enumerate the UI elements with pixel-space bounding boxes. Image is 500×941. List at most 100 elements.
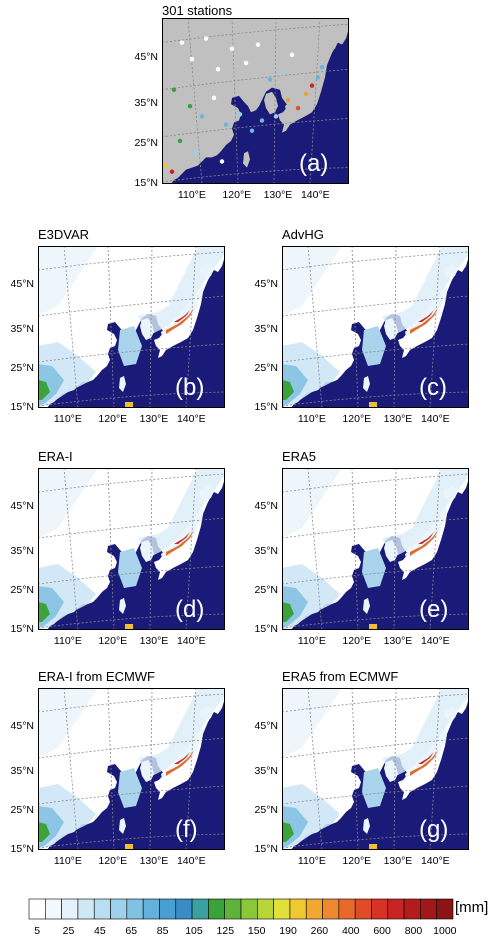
station-dot bbox=[219, 159, 225, 164]
latitude-label: 15°N bbox=[254, 843, 278, 855]
latitude-label: 45°N bbox=[254, 277, 278, 290]
colorbar-tick-label: 190 bbox=[279, 925, 297, 937]
colorbar-cell bbox=[403, 898, 421, 920]
latitude-label: 35°N bbox=[134, 97, 158, 110]
longitude-label: 120°E bbox=[98, 413, 128, 425]
panel-title: AdvHG bbox=[282, 227, 324, 242]
longitude-label: 130°E bbox=[383, 855, 413, 867]
colorbar-cell bbox=[420, 898, 437, 920]
panel-title: E3DVAR bbox=[38, 227, 90, 242]
station-dot bbox=[295, 105, 301, 111]
station-dot bbox=[309, 83, 315, 88]
latitude-label: 45°N bbox=[10, 719, 34, 732]
colorbar-cell bbox=[208, 898, 225, 920]
station-dot bbox=[315, 75, 321, 80]
station-dot bbox=[171, 87, 177, 92]
longitude-label: 120°E bbox=[98, 855, 128, 867]
colorbar-cell bbox=[191, 898, 209, 920]
colorbar-cell bbox=[240, 898, 258, 920]
latitude-label: 15°N bbox=[134, 177, 158, 189]
latitude-label: 25°N bbox=[10, 584, 34, 597]
colorbar-cell bbox=[175, 898, 193, 920]
latitude-label: 15°N bbox=[254, 623, 278, 635]
map-plot bbox=[282, 246, 469, 408]
map-plot bbox=[282, 688, 469, 850]
map-plot bbox=[38, 468, 225, 630]
longitude-label: 110°E bbox=[53, 855, 82, 867]
longitude-label: 140°E bbox=[420, 855, 450, 867]
panel-letter: (c) bbox=[419, 374, 447, 401]
colorbar-tick-label: 600 bbox=[373, 925, 391, 937]
station-dot bbox=[163, 163, 169, 168]
colorbar-tick-label: 65 bbox=[125, 925, 138, 937]
longitude-label: 130°E bbox=[263, 189, 293, 201]
longitude-label: 110°E bbox=[177, 189, 206, 201]
panel-title: ERA-I bbox=[38, 449, 73, 464]
colorbar-cell bbox=[257, 898, 274, 920]
colorbar-cell bbox=[110, 898, 128, 920]
station-dot bbox=[279, 71, 285, 76]
latitude-label: 35°N bbox=[10, 545, 34, 558]
station-dot bbox=[303, 91, 309, 97]
colorbar-cell bbox=[224, 898, 242, 920]
colorbar-cell bbox=[371, 898, 389, 920]
station-dot bbox=[255, 42, 261, 47]
longitude-label: 110°E bbox=[297, 855, 326, 867]
latitude-label: 15°N bbox=[10, 843, 34, 855]
colorbar-tick-label: 800 bbox=[404, 925, 423, 937]
colorbar-cell bbox=[273, 898, 291, 920]
colorbar-unit: [mm] bbox=[455, 899, 489, 916]
latitude-label: 35°N bbox=[254, 545, 278, 558]
colorbar-cell bbox=[289, 898, 307, 920]
latitude-label: 25°N bbox=[10, 362, 34, 375]
latitude-label: 15°N bbox=[10, 623, 34, 635]
land-mass bbox=[162, 18, 349, 184]
station-dot bbox=[319, 64, 325, 70]
station-dot bbox=[203, 36, 209, 41]
map-plot bbox=[282, 468, 469, 630]
latitude-label: 45°N bbox=[254, 719, 278, 732]
panel-letter: (b) bbox=[175, 374, 205, 401]
latitude-label: 25°N bbox=[254, 584, 278, 597]
longitude-label: 110°E bbox=[297, 635, 326, 647]
latitude-label: 45°N bbox=[254, 499, 278, 512]
colorbar-tick-label: 45 bbox=[94, 925, 106, 937]
colorbar-tick-label: 105 bbox=[185, 925, 203, 937]
station-dot bbox=[267, 77, 273, 82]
longitude-label: 130°E bbox=[383, 635, 413, 647]
latitude-label: 45°N bbox=[10, 277, 34, 290]
colorbar-cell bbox=[28, 898, 46, 920]
station-dot bbox=[259, 118, 265, 123]
graticule bbox=[282, 246, 469, 408]
colorbar-cell bbox=[77, 898, 95, 920]
graticule bbox=[282, 688, 469, 850]
colorbar-cell bbox=[93, 898, 111, 920]
station-dot bbox=[229, 46, 235, 51]
station-dot bbox=[169, 169, 175, 174]
graticule bbox=[38, 246, 225, 408]
graticule bbox=[282, 468, 469, 630]
longitude-label: 110°E bbox=[53, 635, 82, 647]
station-dot bbox=[289, 52, 295, 58]
station-dot bbox=[243, 60, 249, 66]
latitude-label: 25°N bbox=[134, 137, 158, 150]
longitude-label: 110°E bbox=[297, 413, 326, 425]
colorbar-tick-label: 400 bbox=[341, 925, 360, 937]
latitude-label: 35°N bbox=[254, 323, 278, 336]
colorbar-cell bbox=[45, 898, 62, 920]
panel-letter: (g) bbox=[419, 816, 449, 843]
colorbar-tick-label: 260 bbox=[310, 925, 329, 937]
latitude-label: 45°N bbox=[10, 499, 34, 512]
panel-title: ERA5 from ECMWF bbox=[282, 669, 399, 684]
colorbar bbox=[28, 898, 454, 920]
latitude-label: 15°N bbox=[254, 401, 278, 413]
map-plot bbox=[38, 246, 225, 408]
station-dot bbox=[179, 40, 185, 45]
latitude-label: 15°N bbox=[10, 401, 34, 413]
colorbar-cell bbox=[354, 898, 372, 920]
colorbar-tick-label: 85 bbox=[156, 925, 169, 937]
colorbar-cell bbox=[159, 898, 177, 920]
colorbar-cell bbox=[142, 898, 160, 920]
longitude-label: 140°E bbox=[176, 635, 206, 647]
longitude-label: 140°E bbox=[420, 635, 450, 647]
